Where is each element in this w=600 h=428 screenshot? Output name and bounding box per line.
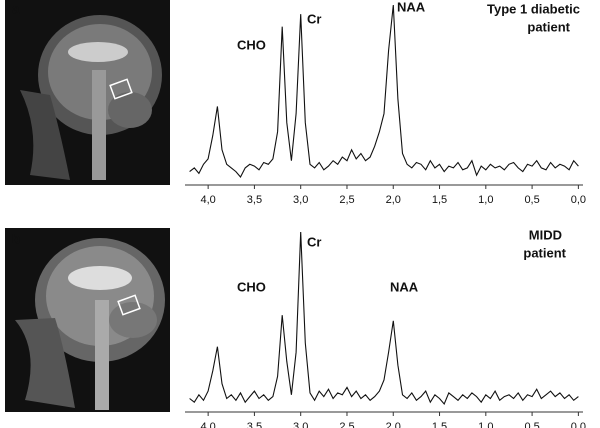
x-tick-label: 0,5	[524, 194, 539, 206]
x-tick-label: 1,5	[432, 421, 447, 428]
x-tick-label: 3,5	[247, 194, 262, 206]
peak-label: Cr	[307, 11, 321, 26]
x-tick-label: 4,0	[200, 421, 215, 428]
peak-label: CHO	[237, 279, 266, 294]
peak-label: Cr	[307, 234, 321, 249]
x-tick-label: 0,5	[524, 421, 539, 428]
x-tick-label: 1,5	[432, 194, 447, 206]
patient-label: patient	[527, 19, 570, 34]
peak-label: CHO	[237, 37, 266, 52]
peak-label: NAA	[397, 0, 426, 14]
x-tick-label: 2,0	[386, 421, 401, 428]
x-tick-label: 3,0	[293, 194, 308, 206]
x-tick-label: 0,0	[571, 194, 586, 206]
x-tick-label: 1,0	[478, 421, 493, 428]
x-tick-label: 4,0	[200, 194, 215, 206]
patient-label: MIDD	[529, 227, 562, 242]
x-tick-label: 3,5	[247, 421, 262, 428]
x-tick-label: 0,0	[571, 421, 586, 428]
patient-label: patient	[523, 245, 566, 260]
mri-image	[5, 228, 170, 412]
patient-label: Type 1 diabetic	[487, 1, 580, 16]
mri-image	[5, 0, 170, 185]
x-tick-label: 2,5	[339, 421, 354, 428]
x-tick-label: 3,0	[293, 421, 308, 428]
x-tick-label: 2,5	[339, 194, 354, 206]
spectrum-line	[189, 231, 579, 406]
x-tick-label: 1,0	[478, 194, 493, 206]
panel-label: b	[12, 231, 21, 247]
peak-label: NAA	[390, 279, 419, 294]
spectrum-line	[189, 4, 579, 178]
x-tick-label: 2,0	[386, 194, 401, 206]
panel-label: a	[12, 1, 20, 17]
